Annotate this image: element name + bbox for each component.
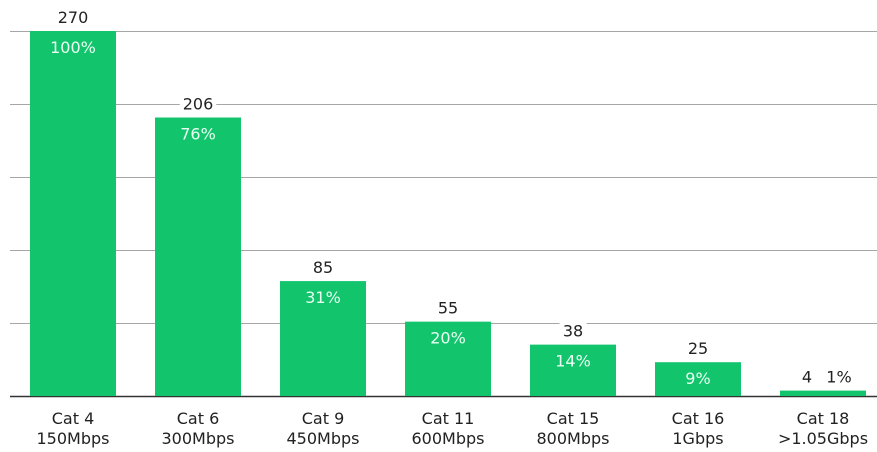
percent-label: 14% bbox=[555, 352, 591, 371]
value-label-backing bbox=[54, 8, 92, 27]
percent-label: 1% bbox=[826, 368, 851, 387]
category-sublabel: 150Mbps bbox=[37, 429, 110, 448]
bar bbox=[780, 390, 866, 396]
bar bbox=[155, 117, 241, 396]
percent-label: 31% bbox=[305, 288, 341, 307]
value-label: 206 bbox=[183, 95, 214, 114]
percent-label: 9% bbox=[685, 369, 710, 388]
value-label: 85 bbox=[313, 258, 333, 277]
bar bbox=[530, 344, 616, 396]
value-label: 25 bbox=[688, 339, 708, 358]
category-label: Cat 11 bbox=[422, 409, 475, 428]
value-label: 38 bbox=[563, 322, 583, 341]
value-label-backing bbox=[179, 94, 217, 114]
value-label-backing bbox=[798, 367, 816, 387]
value-label: 270 bbox=[58, 8, 89, 27]
category-label: Cat 18 bbox=[797, 409, 850, 428]
bar bbox=[280, 281, 366, 396]
bars bbox=[30, 31, 866, 396]
category-label: Cat 15 bbox=[547, 409, 600, 428]
value-label-backing bbox=[684, 339, 712, 359]
category-label: Cat 4 bbox=[52, 409, 95, 428]
category-sublabel: 800Mbps bbox=[537, 429, 610, 448]
bar bbox=[30, 31, 116, 396]
value-label-backing bbox=[309, 258, 337, 278]
category-label: Cat 6 bbox=[177, 409, 220, 428]
category-label: Cat 9 bbox=[302, 409, 345, 428]
percent-label: 100% bbox=[50, 38, 96, 57]
bar bbox=[655, 362, 741, 396]
percent-label: 76% bbox=[180, 125, 216, 144]
value-label-backing bbox=[559, 321, 587, 341]
bar bbox=[405, 321, 491, 396]
category-sublabel: 1Gbps bbox=[672, 429, 723, 448]
category-sublabel: >1.05Gbps bbox=[778, 429, 868, 448]
category-sublabel: 600Mbps bbox=[412, 429, 485, 448]
value-label: 4 bbox=[802, 368, 812, 387]
category-label: Cat 16 bbox=[672, 409, 725, 428]
category-sublabel: 450Mbps bbox=[287, 429, 360, 448]
value-label: 55 bbox=[438, 299, 458, 318]
value-label-backing bbox=[434, 298, 462, 318]
category-sublabel: 300Mbps bbox=[162, 429, 235, 448]
grid-lines bbox=[10, 31, 877, 398]
percent-label: 20% bbox=[430, 329, 466, 348]
